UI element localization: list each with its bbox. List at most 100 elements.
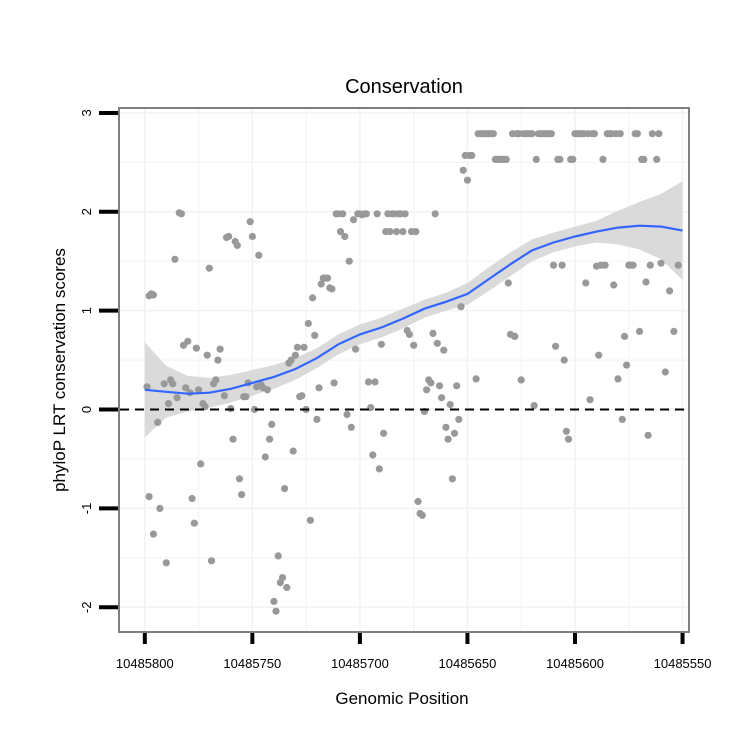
data-point [246,218,254,226]
data-point [552,342,560,350]
data-point [435,382,444,390]
data-point [661,368,669,376]
data-point [149,530,157,538]
data-point [343,410,351,419]
data-point [586,396,594,404]
data-point [386,228,394,236]
data-point [306,516,314,524]
data-point [446,401,454,409]
data-point [418,511,426,519]
y-tick-label: -1 [79,503,94,515]
data-point [558,261,566,269]
data-point [582,279,590,287]
data-point [549,261,558,269]
data-point [171,255,179,263]
data-point [468,151,476,160]
data-point [255,251,263,259]
data-point [629,261,637,269]
data-point [248,232,256,241]
y-axis-ticks: -2 -1 0 1 2 3 [79,109,118,613]
data-point [616,130,624,138]
data-point [380,429,388,437]
data-point [427,379,435,387]
x-tick-label: 10485550 [654,656,712,671]
data-point [317,280,325,288]
data-point [212,376,220,384]
data-point [188,494,196,503]
data-point [220,392,228,400]
data-point [309,294,317,302]
data-point [438,394,446,402]
data-point [670,327,678,335]
data-point [195,386,203,394]
data-point [349,216,358,224]
data-point [266,435,274,443]
data-point [341,232,349,241]
data-point [205,264,213,272]
data-point [614,375,622,383]
data-point [293,343,302,351]
data-point [203,351,211,359]
smooth-trend-line [144,224,683,395]
data-point [392,228,401,236]
y-tick-label: -2 [79,602,94,614]
data-point [145,493,153,501]
y-tick-label: 3 [79,109,94,116]
data-point [328,285,336,293]
chart-title: Conservation [345,76,463,98]
data-point [190,519,198,527]
data-point [648,130,657,138]
data-point [453,382,461,390]
data-point [440,346,448,354]
smooth-line-layer [144,224,683,395]
data-point [278,574,287,582]
data-point [644,431,652,439]
data-point [336,228,345,236]
data-point [263,386,271,394]
data-point [601,261,609,269]
data-point [371,378,379,386]
data-point [620,332,629,340]
data-point [330,379,338,387]
data-point [270,597,278,606]
data-point [564,435,573,443]
data-point [412,228,420,236]
data-point [599,155,607,163]
data-point [261,453,269,461]
data-point [556,155,564,163]
data-point [362,210,370,218]
data-point [162,559,170,567]
data-point [225,232,233,241]
data-point [569,155,577,163]
data-point [214,356,222,364]
data-point [590,130,599,138]
data-point [156,504,164,512]
data-point [429,329,437,337]
data-point [313,415,321,423]
data-point [463,176,472,184]
data-point [431,210,439,218]
data-point [433,339,441,347]
y-tick-label: 0 [79,406,94,413]
data-point [268,420,276,428]
y-axis-label: phyloP LRT conservation scores [50,248,69,492]
data-point [646,261,654,269]
data-point [511,332,519,340]
data-point [291,351,299,359]
data-point [352,345,360,353]
data-point [207,557,216,565]
data-point [502,155,510,163]
x-tick-label: 10485700 [331,656,389,671]
data-point [238,491,246,499]
data-point [283,583,291,592]
x-axis-ticks: 10485800 10485750 10485700 10485650 10485600… [116,633,712,671]
data-point [640,155,648,163]
data-point [315,384,323,392]
data-point [143,383,151,391]
data-point [528,130,536,138]
data-point [530,402,538,410]
data-point [562,427,571,435]
data-point [311,331,319,339]
data-point [517,376,525,384]
